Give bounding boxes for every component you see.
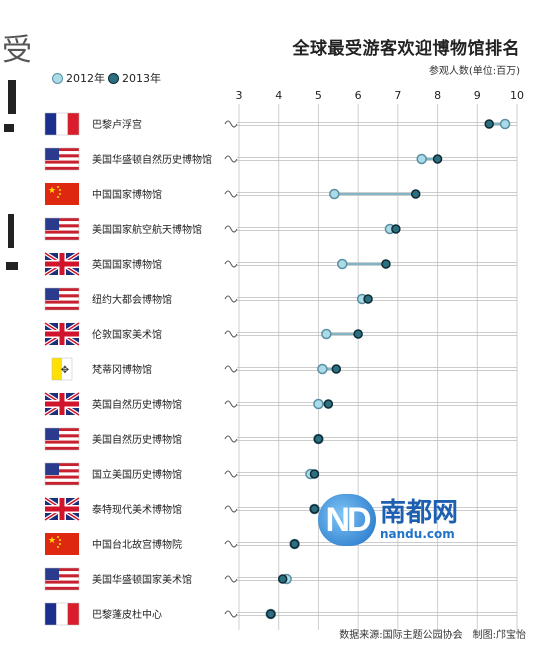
point-2013: [381, 259, 391, 269]
cropped-left-edge: 受: [0, 0, 32, 656]
axis-break-icon: [224, 435, 238, 443]
category-label: 巴黎卢浮宫: [92, 118, 142, 131]
nd-logo-mark: ND: [318, 494, 376, 546]
point-2013: [266, 609, 276, 619]
france-flag-icon: [44, 112, 80, 136]
usa-flag-icon: [44, 462, 80, 486]
point-2013: [323, 399, 334, 409]
uk-flag-icon: [43, 321, 81, 347]
x-tick-label: 4: [275, 89, 282, 102]
category-label: 美国华盛顿自然历史博物馆: [92, 153, 212, 166]
uk-flag-icon: [43, 391, 81, 417]
category-label: 梵蒂冈博物馆: [92, 363, 152, 376]
x-tick-label: 5: [315, 89, 322, 102]
axis-break-icon: [224, 190, 238, 198]
svg-text:受: 受: [2, 33, 30, 68]
legend-2013-label: 2013年: [122, 72, 161, 85]
point-2013: [309, 504, 320, 514]
x-tick-label: 9: [474, 89, 481, 102]
category-label: 国立美国历史博物馆: [92, 468, 182, 481]
point-2012: [329, 188, 340, 200]
point-2012: [337, 258, 348, 270]
svg-text:✥: ✥: [61, 365, 69, 376]
category-label: 美国自然历史博物馆: [92, 433, 182, 446]
vatican-flag-icon: ✥: [51, 357, 73, 381]
x-tick-label: 7: [394, 89, 401, 102]
usa-flag-icon: [44, 287, 80, 311]
chart-subtitle: 参观人数(单位:百万): [428, 66, 520, 77]
axis-break-icon: [224, 225, 238, 233]
axis-break-icon: [224, 365, 238, 373]
france-flag-icon: [44, 602, 80, 626]
data-source: 数据来源:国际主题公园协会 制图:邝宝怡: [339, 630, 526, 641]
legend-2012-label: 2012年: [66, 72, 105, 85]
point-2012: [499, 118, 511, 130]
svg-text:★: ★: [48, 186, 56, 196]
category-label: 中国国家博物馆: [92, 188, 162, 201]
usa-flag-icon: [44, 567, 80, 591]
category-label: 美国华盛顿国家美术馆: [92, 573, 192, 586]
point-2013: [289, 539, 300, 549]
category-label: 英国国家博物馆: [92, 258, 162, 271]
category-label: 英国自然历史博物馆: [92, 398, 182, 411]
category-label: 泰特现代美术博物馆: [92, 503, 182, 516]
axis-break-icon: [224, 505, 238, 513]
legend-2012-marker: [52, 72, 63, 84]
point-2013: [410, 189, 421, 199]
china-flag-icon: ★: [45, 533, 79, 555]
category-label: 中国台北故宫博物院: [92, 538, 182, 551]
point-2013: [353, 329, 363, 339]
axis-break-icon: [224, 260, 238, 268]
china-flag-icon: ★: [45, 183, 79, 205]
watermark-url: nandu.com: [380, 527, 455, 541]
point-2013: [484, 119, 494, 129]
svg-text:★: ★: [48, 536, 56, 546]
point-2013: [391, 224, 401, 234]
point-2013: [313, 434, 324, 444]
axis-break-icon: [224, 330, 238, 338]
point-2012: [317, 363, 328, 375]
category-label: 伦敦国家美术馆: [92, 328, 162, 341]
axis-break-icon: [224, 540, 238, 548]
category-label: 纽约大都会博物馆: [92, 293, 172, 306]
usa-flag-icon: [44, 217, 80, 241]
axis-break-icon: [224, 575, 238, 583]
point-2013: [277, 574, 288, 584]
legend: 2012年 2013年: [52, 70, 161, 86]
axis-break-icon: [224, 120, 238, 128]
axis-break-icon: [224, 400, 238, 408]
category-label: 美国国家航空航天博物馆: [92, 223, 202, 236]
x-tick-label: 8: [434, 89, 441, 102]
usa-flag-icon: [44, 427, 80, 451]
x-tick-label: 3: [236, 89, 243, 102]
point-2012: [321, 328, 332, 340]
watermark-name: 南都网: [380, 498, 459, 528]
point-2013: [331, 364, 342, 374]
point-2012: [416, 153, 427, 165]
usa-flag-icon: [44, 147, 80, 171]
axis-break-icon: [224, 295, 238, 303]
axis-break-icon: [224, 610, 238, 618]
point-2013: [432, 154, 443, 164]
chart-title: 全球最受游客欢迎博物馆排名: [292, 39, 520, 59]
axis-break-icon: [224, 470, 238, 478]
point-2013: [309, 469, 320, 479]
axis-break-icon: [224, 155, 238, 163]
uk-flag-icon: [43, 496, 81, 522]
point-2012: [313, 398, 324, 410]
category-label: 巴黎蓬皮杜中心: [92, 608, 162, 621]
watermark-logo: ND 南都网 nandu.com: [318, 494, 458, 546]
point-2013: [363, 294, 373, 304]
uk-flag-icon: [43, 251, 81, 277]
x-tick-label: 10: [510, 89, 524, 102]
legend-2013-marker: [108, 72, 119, 84]
x-tick-label: 6: [355, 89, 362, 102]
